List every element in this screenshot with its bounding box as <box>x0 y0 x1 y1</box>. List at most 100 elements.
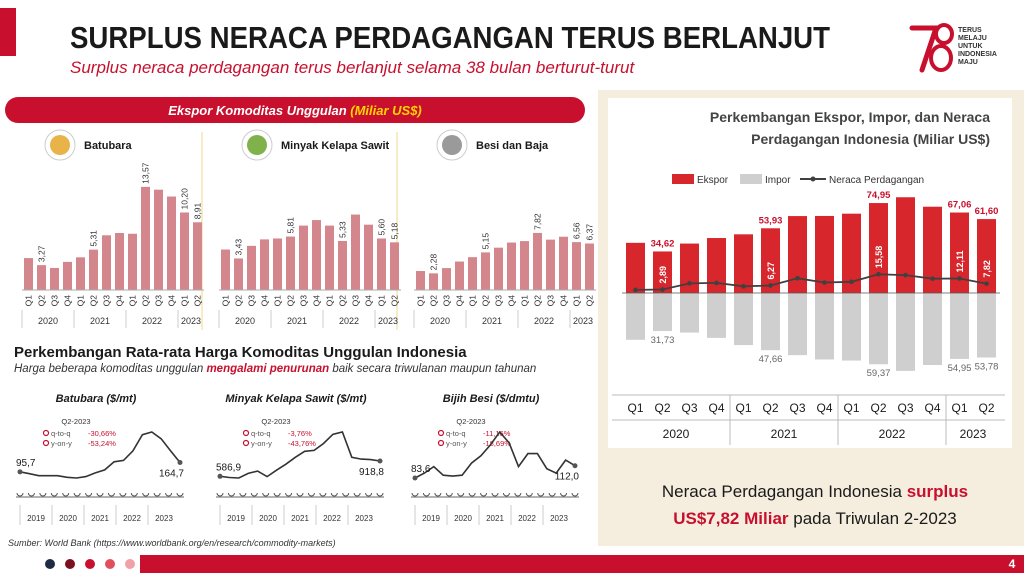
bar <box>180 212 189 290</box>
x-tick-label: Q3 <box>897 401 913 415</box>
axis-tick <box>491 492 499 497</box>
year-label: 2022 <box>518 514 536 523</box>
export-bar <box>707 238 726 293</box>
x-tick-label: Q4 <box>312 295 322 307</box>
price-chart-title: Batubara ($/mt) <box>56 393 137 405</box>
export-label: 74,95 <box>867 190 891 201</box>
export-bar <box>734 234 753 293</box>
end-marker <box>217 473 223 479</box>
year-label: 2023 <box>573 316 593 326</box>
bar <box>455 261 464 290</box>
price-line <box>219 431 381 479</box>
bar <box>115 233 124 290</box>
commodity-icon-fill <box>442 135 462 155</box>
footer-dot <box>65 559 75 569</box>
page-subtitle: Surplus neraca perdagangan terus berlanj… <box>70 58 635 77</box>
bar <box>338 240 347 290</box>
balance-line <box>635 273 987 291</box>
x-tick-label: Q2 <box>390 295 400 307</box>
legend-swatch <box>740 174 762 184</box>
year-label: 2021 <box>291 514 309 523</box>
x-tick-label: Q1 <box>627 401 643 415</box>
balance-dot <box>795 276 800 281</box>
bar <box>63 261 72 290</box>
axis-tick <box>514 492 522 497</box>
balance-dot <box>768 283 773 288</box>
logo-text: MAJU <box>958 59 978 66</box>
price-panel-title: Perkembangan Rata-rata Harga Komoditas U… <box>14 344 467 361</box>
export-bar <box>653 251 672 293</box>
axis-tick <box>216 492 224 497</box>
export-bar <box>788 216 807 293</box>
axis-tick <box>537 492 545 497</box>
x-tick-label: Q1 <box>180 295 190 307</box>
x-tick-label: Q2 <box>141 295 151 307</box>
note-value: -18,69% <box>483 439 511 448</box>
bar-value-label: 5,60 <box>377 219 387 236</box>
note-bullet <box>242 439 250 447</box>
x-tick-label: Q4 <box>115 295 125 307</box>
axis-tick <box>353 492 361 497</box>
footer-dot <box>105 559 115 569</box>
bar <box>221 249 230 290</box>
x-tick-label: Q1 <box>843 401 859 415</box>
bar-value-label: 5,31 <box>89 230 99 247</box>
export-bar <box>626 242 645 293</box>
x-tick-label: Q2 <box>193 295 203 307</box>
axis-tick <box>239 492 247 497</box>
axis-tick <box>342 492 350 497</box>
import-bar <box>626 293 645 340</box>
price-line <box>19 431 181 479</box>
summary-text: Neraca Perdagangan Indonesia <box>662 482 907 501</box>
year-label: 2023 <box>550 514 568 523</box>
export-label: 67,06 <box>948 200 972 211</box>
balance-dot <box>687 281 692 286</box>
import-bar <box>842 293 861 361</box>
axis-tick <box>39 492 47 497</box>
end-label: 83,6 <box>411 464 431 475</box>
x-tick-label: Q3 <box>351 295 361 307</box>
year-label: 2022 <box>339 316 359 326</box>
x-tick-label: Q1 <box>273 295 283 307</box>
end-label: 586,9 <box>216 462 241 473</box>
balance-label: 6,27 <box>766 262 776 280</box>
x-tick-label: Q3 <box>102 295 112 307</box>
year-label: 2020 <box>38 316 58 326</box>
bar <box>193 222 202 290</box>
summary-line: US$7,82 Miliar pada Triwulan 2-2023 <box>673 509 957 528</box>
axis-tick <box>176 492 184 497</box>
bar-value-label: 5,18 <box>390 223 400 240</box>
subtitle-emphasis: mengalami penurunan <box>206 363 329 375</box>
commodity-name: Minyak Kelapa Sawit <box>281 140 390 152</box>
balance-label: 15,58 <box>874 246 884 269</box>
import-bar <box>977 293 996 358</box>
note-value: -3,76% <box>288 429 312 438</box>
note-label: q-to-q <box>51 429 71 438</box>
axis-tick <box>468 492 476 497</box>
year-label: 2020 <box>59 514 77 523</box>
note-bullet <box>42 429 50 437</box>
x-tick-label: Q4 <box>260 295 270 307</box>
page-title: SURPLUS NERACA PERDAGANGAN TERUS BERLANJ… <box>70 20 830 55</box>
axis-tick <box>285 492 293 497</box>
x-tick-label: Q1 <box>416 295 426 307</box>
legend-swatch <box>672 174 694 184</box>
bar <box>390 242 399 290</box>
axis-tick <box>62 492 70 497</box>
balance-dot <box>957 276 962 281</box>
axis-tick <box>502 492 510 497</box>
bar <box>260 239 269 290</box>
x-tick-label: Q1 <box>24 295 34 307</box>
note-value: -53,24% <box>88 439 116 448</box>
balance-dot <box>660 287 665 292</box>
year-label: 2019 <box>227 514 245 523</box>
bar <box>286 236 295 290</box>
x-tick-label: Q4 <box>63 295 73 307</box>
balance-dot <box>633 287 638 293</box>
note-label: y-on-y <box>251 439 272 448</box>
end-label: 95,7 <box>16 458 36 469</box>
import-label: 47,66 <box>759 354 783 365</box>
x-tick-label: Q3 <box>50 295 60 307</box>
export-bar <box>761 228 780 293</box>
